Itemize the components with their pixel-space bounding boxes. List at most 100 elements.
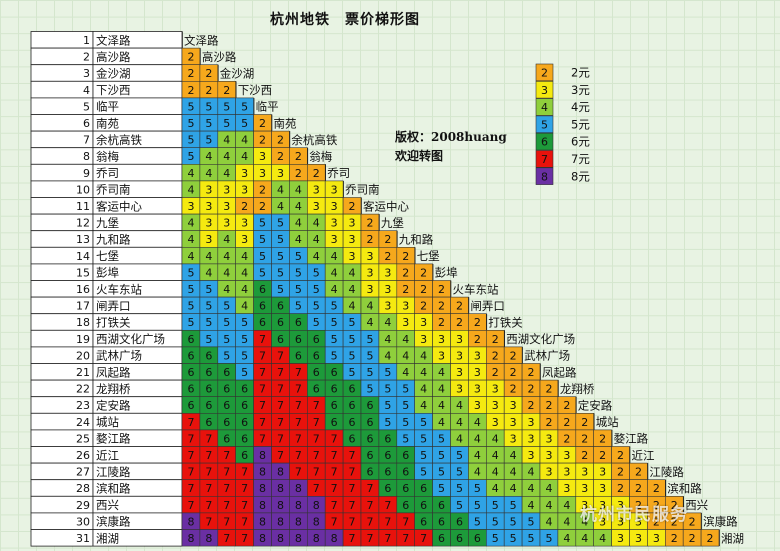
fare-value: 4 (205, 250, 212, 263)
fare-value: 7 (187, 499, 194, 512)
fare-value: 2 (456, 300, 463, 313)
fare-value: 5 (313, 300, 320, 313)
fare-value: 3 (223, 217, 230, 230)
fare-value: 5 (366, 383, 373, 396)
fare-value: 3 (313, 200, 320, 213)
fare-value: 4 (295, 183, 302, 196)
fare-value: 4 (599, 532, 606, 545)
station-name: 南苑 (96, 116, 119, 130)
fare-value: 8 (313, 515, 320, 528)
fare-value: 6 (420, 482, 427, 495)
station-name: 乔司 (96, 166, 119, 180)
fare-value: 8 (313, 532, 320, 545)
chart-title: 杭州地铁 票价梯形图 (270, 12, 420, 28)
fare-value: 4 (241, 250, 248, 263)
row-number: 24 (76, 416, 90, 429)
fare-value: 3 (456, 366, 463, 379)
fare-value: 2 (707, 532, 714, 545)
fare-value: 3 (456, 349, 463, 362)
fare-value: 7 (241, 466, 248, 479)
fare-value: 2 (563, 432, 570, 445)
fare-value: 2 (581, 449, 588, 462)
fare-value: 4 (331, 250, 338, 263)
fare-value: 4 (205, 150, 212, 163)
fare-value: 3 (223, 200, 230, 213)
fare-value: 7 (205, 466, 212, 479)
fare-value: 2 (563, 399, 570, 412)
fare-value: 5 (349, 316, 356, 329)
fare-value: 4 (402, 349, 409, 362)
fare-value: 7 (295, 383, 302, 396)
fare-value: 7 (331, 449, 338, 462)
fare-value: 5 (205, 283, 212, 296)
fare-value: 3 (617, 499, 624, 512)
diagonal-station-label: 凤起路 (542, 365, 577, 379)
diagonal-separator (289, 131, 291, 148)
fare-value: 8 (277, 482, 284, 495)
fare-value: 6 (456, 515, 463, 528)
fare-value: 5 (510, 532, 517, 545)
fare-value: 2 (617, 482, 624, 495)
fare-value: 5 (223, 100, 230, 113)
fare-value: 7 (223, 449, 230, 462)
fare-value: 2 (259, 200, 266, 213)
fare-value: 2 (671, 532, 678, 545)
legend-swatch (535, 115, 554, 134)
fare-value: 4 (474, 466, 481, 479)
fare-value: 7 (241, 532, 248, 545)
diagonal-separator (271, 114, 273, 132)
fare-value: 2 (671, 499, 678, 512)
fare-value: 2 (187, 84, 194, 97)
fare-value: 4 (492, 482, 499, 495)
fare-value: 3 (331, 183, 338, 196)
fare-value: 5 (313, 266, 320, 279)
diagonal-station-label: 西湖文化广场 (506, 332, 575, 346)
fare-value: 8 (295, 499, 302, 512)
diagonal-station-label: 武林广场 (524, 349, 570, 363)
station-name: 江陵路 (96, 465, 131, 479)
fare-value: 6 (187, 399, 194, 412)
fare-value: 4 (492, 449, 499, 462)
fare-value: 5 (205, 134, 212, 147)
fare-value: 2 (420, 283, 427, 296)
fare-value: 4 (545, 515, 552, 528)
fare-value: 5 (349, 349, 356, 362)
row-number: 13 (76, 233, 90, 246)
row-number: 8 (83, 150, 90, 163)
fare-value: 5 (187, 283, 194, 296)
fare-value: 7 (366, 515, 373, 528)
fare-value: 7 (259, 432, 266, 445)
fare-value: 7 (187, 449, 194, 462)
legend-swatch-value: 4 (541, 101, 548, 114)
fare-value: 4 (438, 366, 445, 379)
fare-value: 6 (474, 532, 481, 545)
fare-value: 6 (438, 532, 445, 545)
fare-value: 6 (366, 449, 373, 462)
fare-value: 2 (295, 150, 302, 163)
diagonal-station-label: 翁梅 (309, 150, 332, 164)
fare-value: 5 (545, 532, 552, 545)
fare-value: 3 (510, 416, 517, 429)
fare-value: 7 (205, 432, 212, 445)
fare-value: 7 (277, 349, 284, 362)
fare-value: 5 (402, 432, 409, 445)
fare-value: 8 (205, 532, 212, 545)
diagonal-station-label: 南苑 (274, 116, 297, 130)
fare-value: 6 (241, 399, 248, 412)
fare-value: 2 (366, 233, 373, 246)
fare-value: 7 (366, 499, 373, 512)
fare-value: 3 (599, 466, 606, 479)
fare-value: 6 (402, 499, 409, 512)
diagonal-separator (182, 31, 183, 49)
legend-swatch (535, 132, 554, 151)
fare-value: 2 (349, 200, 356, 213)
fare-value: 3 (545, 466, 552, 479)
fare-value: 7 (259, 399, 266, 412)
row-number: 16 (76, 283, 90, 296)
fare-value: 6 (223, 366, 230, 379)
fare-value: 6 (259, 316, 266, 329)
fare-value: 7 (402, 532, 409, 545)
fare-value: 7 (223, 499, 230, 512)
fare-value: 4 (223, 167, 230, 180)
fare-value: 5 (331, 316, 338, 329)
